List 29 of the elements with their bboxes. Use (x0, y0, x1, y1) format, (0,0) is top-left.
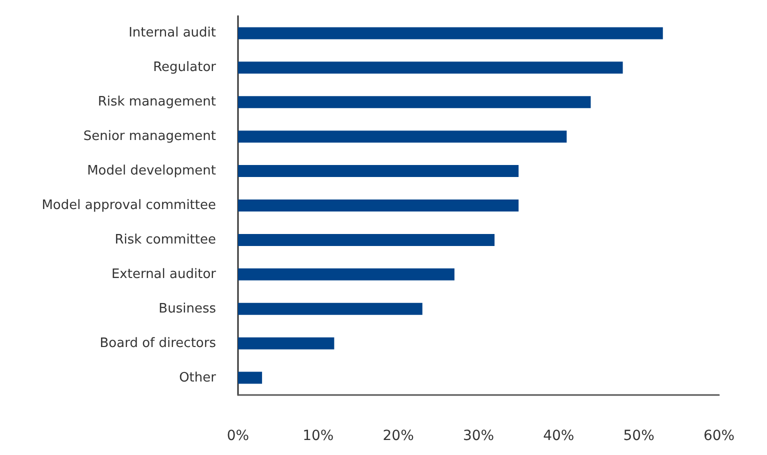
bar (238, 234, 495, 246)
x-tick-label: 0% (226, 428, 250, 444)
x-tick-label: 60% (703, 428, 735, 444)
y-tick-label: Senior management (83, 129, 216, 144)
y-tick-label: Other (179, 370, 217, 386)
bar (238, 27, 663, 40)
bar (238, 165, 519, 178)
bar (238, 200, 519, 212)
y-tick-label: External auditor (111, 266, 217, 282)
bar (238, 268, 454, 280)
y-tick-label: Business (158, 301, 216, 316)
bar (238, 302, 422, 315)
x-tick-label: 20% (382, 428, 414, 444)
y-tick-label: Board of directors (100, 336, 216, 351)
y-tick-label: Risk management (98, 94, 216, 110)
x-tick-label: 40% (543, 428, 574, 444)
x-tick-label: 30% (462, 428, 494, 444)
x-tick-label: 50% (623, 428, 654, 444)
bar (238, 96, 591, 108)
y-tick-label: Regulator (153, 60, 217, 76)
bar (238, 372, 262, 384)
bar (238, 62, 623, 74)
y-tick-label: Internal audit (128, 26, 216, 41)
bar (238, 130, 567, 143)
x-tick-label: 10% (302, 428, 334, 444)
bar (238, 337, 334, 350)
y-tick-label: Model development (87, 164, 216, 179)
y-tick-label: Risk committee (114, 232, 216, 248)
y-tick-label: Model approval committee (42, 198, 216, 213)
